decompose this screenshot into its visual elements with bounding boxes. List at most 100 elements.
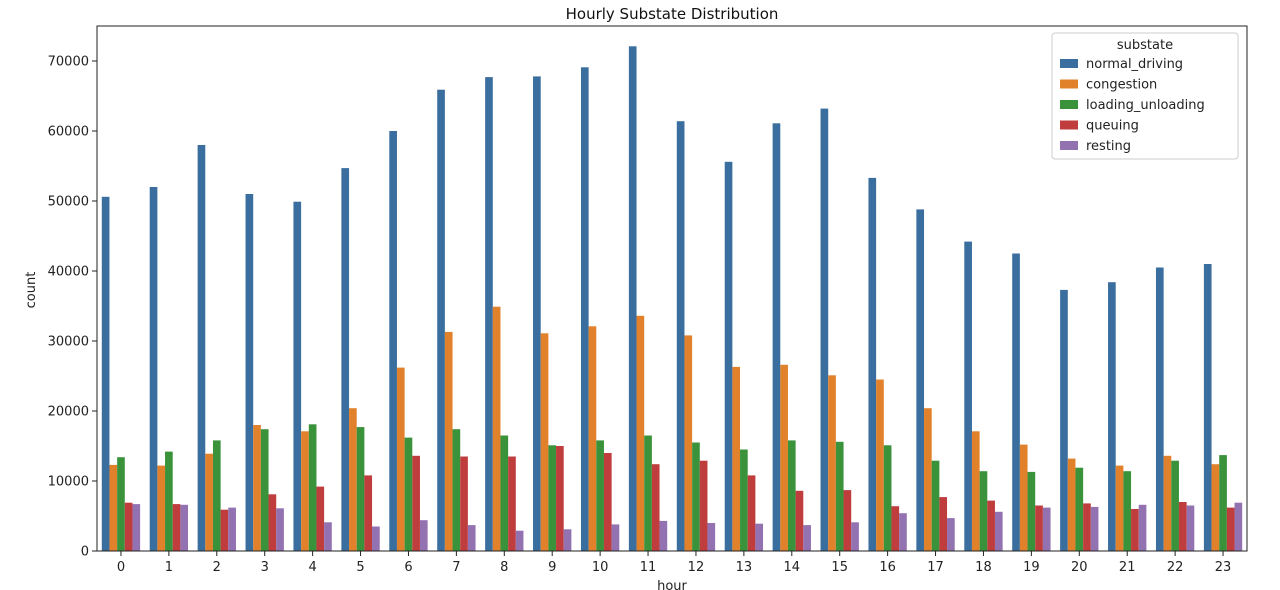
bar-resting-hour-19: [1042, 507, 1051, 551]
bar-queuing-hour-7: [460, 456, 468, 551]
bar-normal-driving-hour-9: [533, 76, 541, 552]
x-tick-label: 22: [1167, 560, 1184, 575]
bar-loading-unloading-hour-15: [835, 441, 844, 551]
bar-normal-driving-hour-12: [676, 121, 685, 551]
x-tick-label: 15: [831, 560, 848, 575]
bar-queuing-hour-5: [364, 475, 373, 551]
bar-queuing-hour-11: [651, 464, 660, 551]
bar-congestion-hour-1: [157, 465, 166, 551]
bar-congestion-hour-6: [396, 367, 405, 551]
y-tick-label: 0: [81, 545, 89, 560]
x-tick-label: 19: [1023, 560, 1040, 575]
bar-normal-driving-hour-11: [628, 46, 637, 552]
bar-congestion-hour-11: [636, 315, 645, 551]
x-tick-label: 21: [1119, 560, 1136, 575]
bar-loading-unloading-hour-13: [740, 449, 748, 551]
bar-queuing-hour-14: [795, 490, 804, 551]
bar-loading-unloading-hour-20: [1075, 467, 1084, 551]
bar-queuing-hour-0: [124, 502, 133, 551]
bar-loading-unloading-hour-0: [117, 457, 125, 551]
bar-resting-hour-5: [372, 526, 380, 551]
bar-loading-unloading-hour-12: [692, 442, 700, 551]
bar-normal-driving-hour-7: [437, 89, 445, 551]
legend-label-loading-unloading: loading_unloading: [1086, 98, 1205, 113]
y-tick-label: 40000: [48, 265, 89, 280]
bar-loading-unloading-hour-14: [787, 440, 796, 551]
bar-resting-hour-18: [994, 511, 1003, 551]
x-tick-label: 1: [165, 560, 173, 575]
bar-loading-unloading-hour-2: [212, 440, 221, 551]
x-tick-label: 4: [308, 560, 316, 575]
bar-congestion-hour-3: [253, 425, 261, 551]
bar-queuing-hour-9: [556, 446, 564, 551]
bar-resting-hour-21: [1138, 504, 1147, 551]
x-tick-label: 20: [1071, 560, 1088, 575]
bar-resting-hour-11: [659, 520, 668, 551]
x-tick-label: 17: [927, 560, 944, 575]
legend-swatch-resting: [1060, 141, 1078, 150]
bar-queuing-hour-12: [699, 460, 708, 551]
bar-queuing-hour-18: [987, 500, 995, 551]
bar-queuing-hour-22: [1178, 502, 1187, 551]
bar-resting-hour-14: [803, 525, 811, 551]
legend-swatch-loading-unloading: [1060, 100, 1078, 109]
legend: substate normal_driving congestion loading_…: [1051, 32, 1239, 160]
bar-normal-driving-hour-15: [820, 108, 829, 551]
bar-resting-hour-17: [947, 518, 955, 551]
bar-congestion-hour-12: [684, 335, 693, 551]
bar-loading-unloading-hour-11: [644, 435, 652, 551]
x-tick-label: 16: [879, 560, 896, 575]
legend-swatch-congestion: [1060, 79, 1078, 89]
x-tick-label: 12: [688, 560, 705, 575]
bar-resting-hour-8: [515, 530, 524, 551]
bar-normal-driving-hour-18: [964, 241, 972, 551]
bar-normal-driving-hour-16: [868, 177, 877, 551]
x-tick-label: 11: [640, 560, 657, 575]
legend-box: [1051, 32, 1239, 160]
bar-congestion-hour-16: [876, 379, 884, 551]
bar-resting-hour-6: [419, 520, 428, 551]
x-tick-label: 0: [117, 560, 125, 575]
bar-queuing-hour-10: [603, 453, 612, 551]
bar-normal-driving-hour-20: [1060, 289, 1068, 551]
bar-normal-driving-hour-23: [1203, 264, 1212, 551]
bar-queuing-hour-20: [1083, 503, 1091, 551]
bar-loading-unloading-hour-6: [404, 437, 413, 551]
bar-resting-hour-3: [276, 508, 284, 551]
x-tick-label: 5: [356, 560, 364, 575]
bar-congestion-hour-20: [1067, 458, 1076, 551]
legend-swatch-queuing: [1060, 120, 1078, 130]
bar-queuing-hour-8: [508, 456, 516, 551]
bar-normal-driving-hour-2: [197, 145, 206, 551]
bar-queuing-hour-6: [412, 455, 420, 551]
bar-loading-unloading-hour-9: [548, 445, 557, 551]
bar-loading-unloading-hour-1: [165, 451, 173, 551]
bar-normal-driving-hour-14: [772, 123, 781, 552]
bar-resting-hour-7: [467, 525, 476, 551]
bar-loading-unloading-hour-19: [1027, 471, 1036, 551]
bar-normal-driving-hour-6: [389, 131, 397, 551]
y-tick-label: 30000: [48, 335, 89, 350]
bar-normal-driving-hour-22: [1155, 267, 1164, 551]
bar-queuing-hour-21: [1131, 509, 1139, 551]
x-tick-label: 18: [975, 560, 992, 575]
bar-queuing-hour-19: [1035, 505, 1043, 551]
bar-congestion-hour-22: [1163, 455, 1172, 551]
bar-resting-hour-13: [755, 523, 764, 551]
x-tick-label: 3: [261, 560, 269, 575]
bar-resting-hour-9: [563, 529, 572, 551]
x-tick-label: 8: [500, 560, 508, 575]
bar-resting-hour-16: [899, 513, 907, 551]
bar-queuing-hour-16: [891, 506, 900, 551]
bar-resting-hour-15: [851, 522, 859, 551]
bar-queuing-hour-4: [316, 486, 325, 551]
legend-swatch-normal-driving: [1060, 59, 1078, 68]
bar-normal-driving-hour-10: [580, 67, 589, 552]
legend-label-queuing: queuing: [1086, 119, 1139, 134]
bar-congestion-hour-10: [588, 326, 597, 551]
bar-congestion-hour-23: [1211, 464, 1220, 551]
bar-loading-unloading-hour-22: [1171, 460, 1179, 551]
